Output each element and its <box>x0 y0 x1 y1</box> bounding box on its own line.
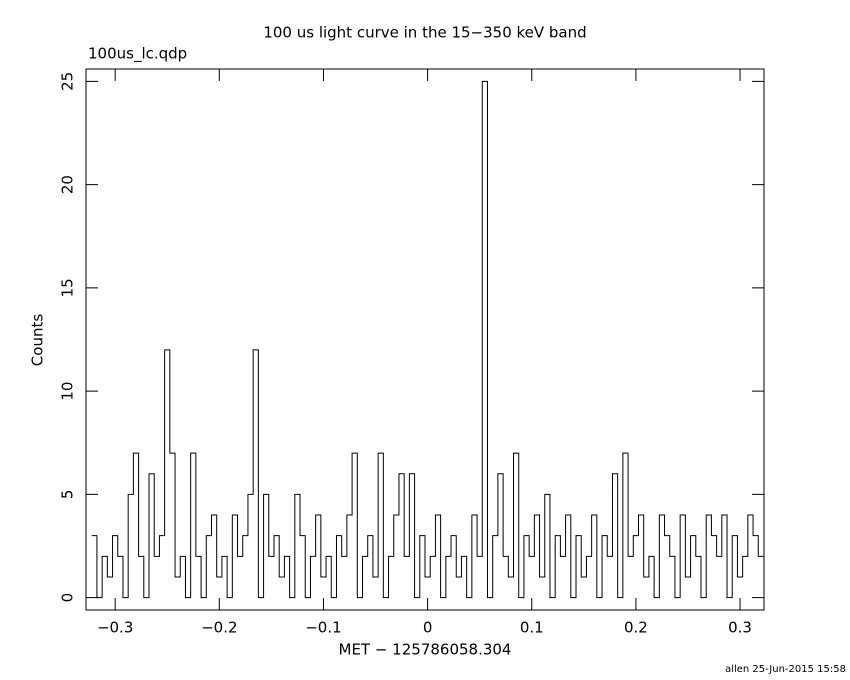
x-tick-label: 0.1 <box>520 619 544 637</box>
x-tick-label: −0.1 <box>305 619 341 637</box>
y-tick-label: 25 <box>59 72 77 91</box>
y-tick-label: 20 <box>59 175 77 194</box>
y-tick-label: 10 <box>59 382 77 401</box>
y-axis-label: Counts <box>29 314 47 367</box>
x-tick-label: 0.3 <box>728 619 752 637</box>
x-tick-label: −0.3 <box>97 619 133 637</box>
x-tick-label: −0.2 <box>201 619 237 637</box>
x-tick-label: 0.2 <box>624 619 648 637</box>
footer: allen 25-Jun-2015 15:58 <box>725 664 846 675</box>
plot-frame <box>85 68 765 611</box>
y-tick-label: 5 <box>59 490 77 500</box>
x-axis-label: MET − 125786058.304 <box>339 641 512 659</box>
chart-subtitle: 100us_lc.qdp <box>88 45 187 64</box>
light-curve <box>91 80 764 599</box>
x-tick-label: 0 <box>423 619 433 637</box>
y-tick-label: 0 <box>59 593 77 603</box>
y-tick-label: 15 <box>59 278 77 297</box>
chart-title: 100 us light curve in the 15−350 keV ban… <box>263 24 586 42</box>
